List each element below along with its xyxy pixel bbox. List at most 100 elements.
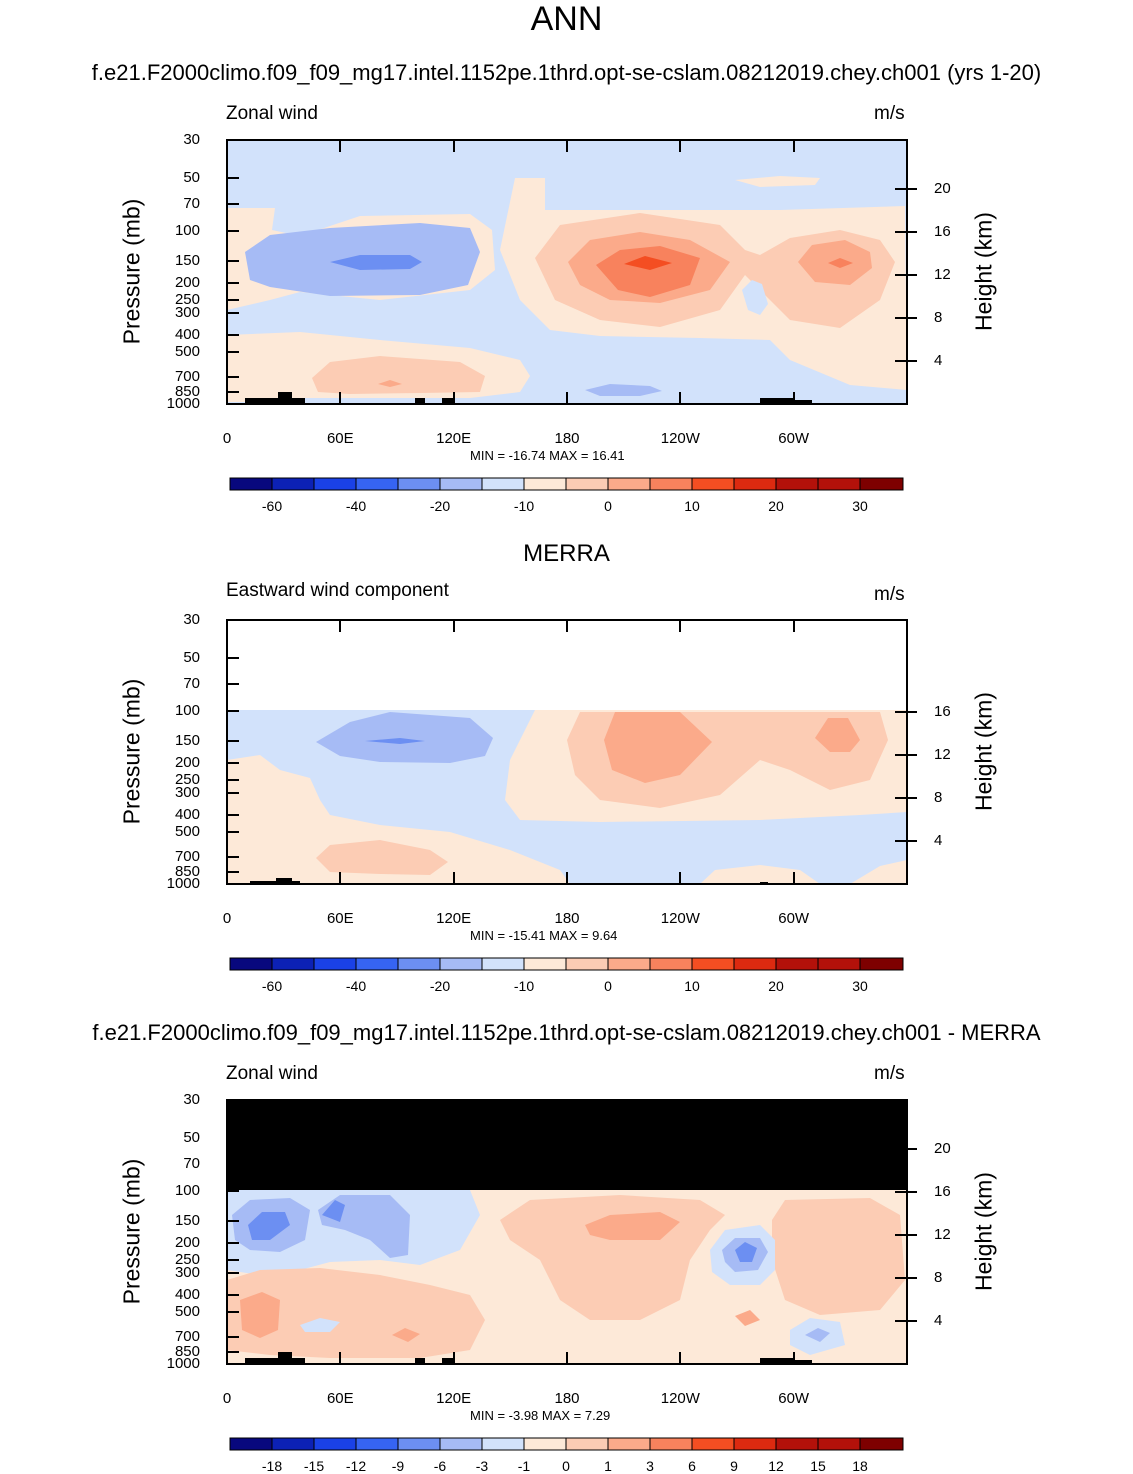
panel3-contour-plot — [226, 1099, 908, 1365]
height-tick-label: 16 — [934, 222, 951, 240]
pressure-tick — [227, 761, 239, 764]
longitude-tick — [566, 872, 568, 884]
colorbar-box — [817, 957, 861, 971]
colorbar-box — [523, 477, 567, 491]
pressure-tick-label: 850 — [174, 862, 200, 880]
pressure-tick-label: 250 — [174, 1250, 200, 1268]
pressure-tick-label: 30 — [183, 131, 200, 148]
longitude-tick — [566, 392, 568, 404]
panel3-fill-pos-1-lowlevel — [227, 1268, 485, 1358]
colorbar-box — [439, 1437, 483, 1451]
pressure-tick-label: 150 — [174, 732, 200, 750]
colorbar-label: 6 — [688, 1458, 696, 1474]
panel2-fill-missing — [227, 620, 907, 710]
longitude-tick-label: 120W — [660, 910, 700, 927]
colorbar-label: 10 — [684, 498, 700, 514]
colorbar-box — [565, 957, 609, 971]
height-tick-label: 4 — [934, 351, 943, 369]
longitude-tick-label: 120E — [436, 430, 472, 447]
colorbar-box — [733, 477, 777, 491]
pressure-tick — [227, 202, 239, 205]
colorbar-label: 10 — [684, 978, 700, 994]
colorbar-label: -3 — [475, 1458, 489, 1474]
pressure-tick — [227, 229, 239, 232]
pressure-tick — [227, 1310, 239, 1313]
pressure-tick — [227, 792, 239, 795]
colorbar-box — [565, 477, 609, 491]
longitude-tick-label: 60E — [326, 910, 354, 927]
height-tick-label: 8 — [934, 308, 943, 326]
colorbar-box — [229, 477, 273, 491]
pressure-tick-label: 50 — [183, 1129, 200, 1147]
longitude-tick — [679, 1352, 682, 1364]
pressure-tick — [227, 1363, 239, 1365]
pressure-tick-label: 30 — [183, 611, 200, 628]
height-tick — [895, 796, 917, 799]
colorbar-box — [271, 957, 315, 971]
colorbar-box — [313, 477, 357, 491]
longitude-tick — [339, 140, 342, 152]
colorbar-label: 20 — [768, 978, 784, 994]
pressure-tick-label: 300 — [174, 304, 200, 322]
panel2-fill-jet-east-15 — [815, 718, 860, 752]
pressure-tick-label: 70 — [183, 674, 200, 692]
ref-title: MERRA — [523, 540, 610, 567]
colorbar-box — [397, 1437, 441, 1451]
longitude-tick-label: 60W — [778, 910, 810, 927]
height-tick — [895, 187, 917, 190]
height-tick — [895, 1233, 917, 1236]
pressure-tick-label: 1000 — [166, 395, 200, 412]
panel3-variable-label: Zonal wind — [226, 1063, 318, 1084]
panel1-fill-jet-west-core — [624, 256, 672, 270]
colorbar-label: -20 — [429, 498, 451, 514]
pressure-tick — [227, 1336, 239, 1339]
longitude-tick — [792, 620, 795, 632]
panel2-fill-lower-westerly-edge — [850, 860, 907, 884]
height-tick — [895, 1190, 917, 1193]
panel2-fill-lower-westerly — [316, 840, 448, 875]
panel3-colorbar-boxes — [229, 1437, 904, 1451]
panel1-fill-lower-10 — [312, 356, 485, 394]
colorbar-box — [271, 477, 315, 491]
pressure-tick — [227, 403, 239, 405]
pressure-tick-label: 150 — [174, 1212, 200, 1230]
longitude-tick — [566, 140, 568, 152]
pressure-tick — [227, 281, 239, 284]
colorbar-box — [691, 477, 735, 491]
height-tick — [895, 359, 917, 362]
longitude-tick — [226, 1352, 228, 1364]
panel3-fill-pos-3-lowlevel — [240, 1292, 280, 1338]
pressure-tick-label: 200 — [174, 273, 200, 291]
longitude-tick — [679, 872, 682, 884]
colorbar-box — [397, 477, 441, 491]
longitude-tick — [452, 620, 455, 632]
height-tick — [895, 1319, 917, 1322]
longitude-tick-label: 120W — [660, 430, 700, 447]
main-title: ANN — [530, 0, 603, 38]
panel2-fill-jet-15 — [604, 712, 712, 783]
pressure-tick — [227, 139, 239, 141]
colorbar-box — [481, 1437, 525, 1451]
longitude-tick — [226, 872, 228, 884]
height-tick — [895, 1276, 917, 1279]
pressure-tick — [227, 883, 239, 885]
longitude-tick — [566, 1100, 568, 1112]
colorbar-box — [733, 1437, 777, 1451]
panel1-fill-easterly-notch — [742, 280, 768, 315]
pressure-tick-label: 300 — [174, 784, 200, 802]
colorbar-label: -40 — [345, 978, 367, 994]
pressure-tick — [227, 350, 239, 353]
longitude-tick — [452, 1100, 455, 1112]
colorbar-label: -15 — [303, 1458, 325, 1474]
panel1-fill-easterly-core — [330, 255, 422, 270]
pressure-tick-label: 300 — [174, 1264, 200, 1282]
colorbar-label: 20 — [768, 498, 784, 514]
longitude-tick — [679, 1100, 682, 1112]
longitude-tick — [792, 392, 795, 404]
pressure-tick-label: 100 — [174, 1181, 200, 1199]
height-tick — [895, 316, 917, 319]
pressure-tick — [227, 376, 239, 379]
colorbar-label: -9 — [391, 1458, 405, 1474]
longitude-tick — [226, 1100, 228, 1112]
panel3-fill-neg-low — [300, 1318, 340, 1332]
